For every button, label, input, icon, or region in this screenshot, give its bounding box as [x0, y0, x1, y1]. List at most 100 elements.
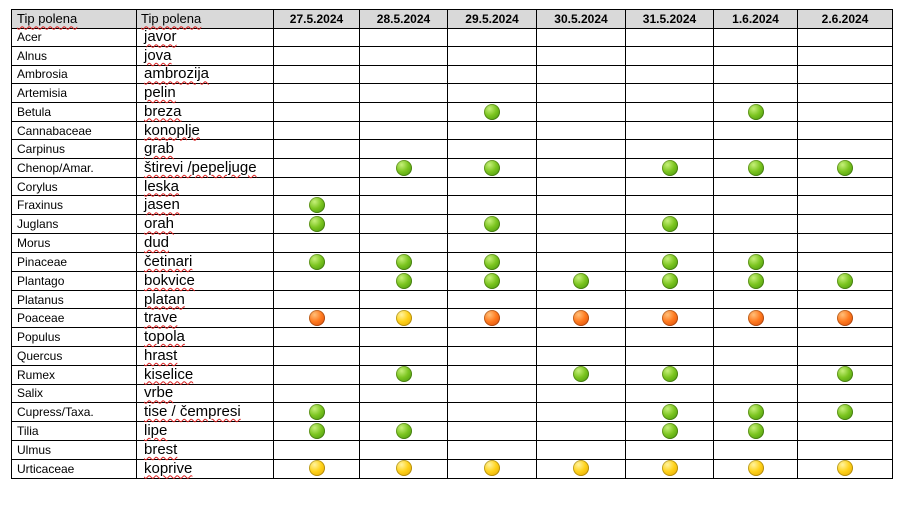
level-cell: [625, 346, 714, 366]
level-cell: [713, 214, 798, 235]
table-row: Artemisia pelin: [11, 83, 893, 103]
level-cell: [797, 64, 893, 85]
level-cell: [625, 270, 714, 291]
yellow-level-dot-icon: [395, 460, 412, 477]
local-name-text: leska: [144, 177, 180, 195]
level-cell: [359, 233, 448, 253]
level-cell: [359, 120, 448, 141]
level-cell: [359, 195, 448, 216]
level-cell: [273, 251, 360, 272]
level-cell: [625, 195, 714, 216]
level-cell: [625, 46, 714, 66]
level-cell: [625, 214, 714, 235]
level-cell: [359, 289, 448, 310]
level-cell: [536, 214, 626, 235]
level-cell: [273, 364, 360, 385]
table-row: Pinaceae četinari: [11, 251, 893, 272]
level-cell: [273, 46, 360, 66]
level-cell: [536, 327, 626, 348]
level-cell: [447, 64, 537, 85]
local-name-cell: platan: [136, 289, 274, 310]
level-cell: [536, 364, 626, 385]
yellow-level-dot-icon: [837, 460, 853, 477]
latin-name-cell: Morus: [11, 233, 137, 253]
table-row: Poaceae trave: [11, 308, 893, 329]
green-level-dot-icon: [837, 403, 853, 420]
local-name-text: četinari: [144, 252, 193, 270]
level-cell: [797, 346, 893, 366]
level-cell: [447, 27, 537, 48]
level-cell: [713, 27, 798, 48]
local-name-text: ambrozija: [144, 65, 210, 83]
local-name-text: orah: [144, 215, 175, 233]
level-cell: [713, 402, 798, 423]
green-level-dot-icon: [837, 272, 853, 289]
latin-name-cell: Populus: [11, 327, 137, 348]
local-name-text: tise / čempresi: [144, 403, 241, 421]
green-level-dot-icon: [747, 272, 764, 289]
header-date: 1.6.2024: [713, 9, 798, 29]
latin-name-cell: Ulmus: [11, 440, 137, 460]
local-name-text: jova: [144, 46, 172, 64]
green-level-dot-icon: [395, 159, 412, 176]
local-name-cell: štirevi /pepeljuge: [136, 157, 274, 178]
green-level-dot-icon: [837, 159, 853, 176]
latin-name-cell: Plantago: [11, 270, 137, 291]
level-cell: [536, 139, 626, 159]
level-cell: [797, 458, 893, 479]
level-cell: [447, 458, 537, 479]
local-name-text: konoplje: [144, 121, 200, 139]
header-date: 29.5.2024: [447, 9, 537, 29]
table-row: Cannabaceae konoplje: [11, 120, 893, 141]
level-cell: [625, 83, 714, 103]
green-level-dot-icon: [395, 366, 412, 383]
local-name-text: brest: [144, 440, 178, 458]
level-cell: [625, 251, 714, 272]
level-cell: [359, 83, 448, 103]
level-cell: [625, 176, 714, 197]
latin-name-cell: Salix: [11, 383, 137, 404]
level-cell: [447, 83, 537, 103]
level-cell: [359, 157, 448, 178]
green-level-dot-icon: [308, 253, 325, 270]
local-name-text: javor: [144, 28, 177, 46]
table-row: Rumex kiselice: [11, 364, 893, 385]
level-cell: [359, 308, 448, 329]
header-date: 2.6.2024: [797, 9, 893, 29]
level-cell: [273, 101, 360, 122]
level-cell: [273, 64, 360, 85]
level-cell: [713, 101, 798, 122]
pollen-table: Tip polena Tip polena 27.5.2024 28.5.202…: [11, 9, 893, 479]
local-name-cell: vrbe: [136, 383, 274, 404]
level-cell: [797, 120, 893, 141]
level-cell: [273, 83, 360, 103]
level-cell: [447, 327, 537, 348]
level-cell: [797, 101, 893, 122]
local-name-cell: ambrozija: [136, 64, 274, 85]
table-row: Corylus leska: [11, 176, 893, 197]
level-cell: [447, 346, 537, 366]
level-cell: [713, 46, 798, 66]
local-name-cell: leska: [136, 176, 274, 197]
level-cell: [359, 383, 448, 404]
level-cell: [447, 364, 537, 385]
yellow-level-dot-icon: [395, 310, 412, 327]
green-level-dot-icon: [308, 197, 325, 214]
latin-name-cell: Tilia: [11, 421, 137, 442]
header-date: 30.5.2024: [536, 9, 626, 29]
level-cell: [625, 308, 714, 329]
table-row: Carpinus grab: [11, 139, 893, 159]
green-level-dot-icon: [747, 103, 764, 120]
local-name-text: kiselice: [144, 365, 194, 383]
level-cell: [625, 402, 714, 423]
latin-name-cell: Fraxinus: [11, 195, 137, 216]
level-cell: [797, 308, 893, 329]
local-name-text: lipe: [144, 422, 168, 440]
level-cell: [273, 383, 360, 404]
local-name-text: štirevi /pepeljuge: [144, 158, 257, 176]
level-cell: [797, 289, 893, 310]
latin-name-cell: Poaceae: [11, 308, 137, 329]
table-row: Ambrosia ambrozija: [11, 64, 893, 85]
level-cell: [625, 364, 714, 385]
level-cell: [273, 157, 360, 178]
